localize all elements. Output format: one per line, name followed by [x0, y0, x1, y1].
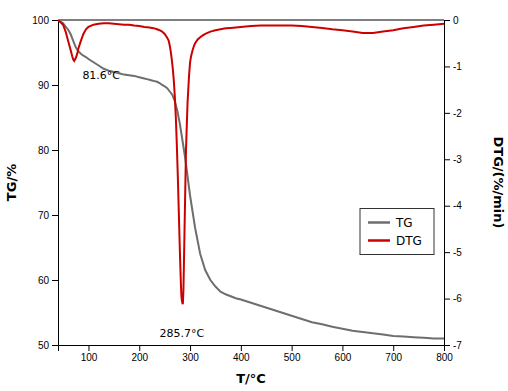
y2-axis: 0 -1 -2 -3 -4 -5 -6 -7	[444, 15, 462, 351]
tick: 60	[38, 275, 58, 286]
tick-mark	[52, 345, 58, 346]
tick: 0	[444, 15, 459, 26]
tick-mark	[444, 252, 450, 253]
tick-label: 70	[38, 210, 50, 221]
tick-mark	[292, 345, 293, 351]
tick-mark	[52, 20, 58, 21]
tick-mark	[342, 345, 343, 351]
tick-label: 700	[385, 352, 402, 363]
axis-line	[445, 21, 451, 346]
tick-label: 60	[38, 275, 50, 286]
tick-mark	[52, 85, 58, 86]
tick: -6	[444, 293, 462, 304]
legend-swatch	[368, 239, 390, 242]
chart: 100 200 300 400 500 600 700 800 50 60 70 80 90 100 0 -1…	[0, 0, 508, 391]
legend-entry: DTG	[396, 234, 422, 248]
tick-label: 90	[38, 80, 50, 91]
tick: 400	[233, 345, 250, 363]
tick-label: 600	[335, 352, 352, 363]
tick: 100	[81, 345, 98, 363]
tick: 800	[436, 345, 453, 363]
tick: 100	[32, 15, 58, 26]
lines	[58, 20, 444, 339]
tick: 300	[182, 345, 199, 363]
x-axis: 100 200 300 400 500 600 700 800	[59, 345, 454, 363]
tick-mark	[444, 206, 450, 207]
tick: -4	[444, 200, 462, 211]
tick-label: -3	[453, 154, 462, 165]
y-axis-title: TG/%	[4, 164, 19, 201]
tick: -1	[444, 61, 462, 72]
tick-mark	[444, 159, 450, 160]
tick: 200	[131, 345, 148, 363]
tick-label: -6	[453, 293, 462, 304]
tick-mark	[444, 299, 450, 300]
tick-mark	[444, 20, 450, 21]
tick-label: 200	[131, 352, 148, 363]
tick-mark	[52, 150, 58, 151]
tick-label: 0	[453, 15, 459, 26]
tick-mark	[88, 345, 89, 351]
tick-mark	[52, 215, 58, 216]
tick: 90	[38, 80, 58, 91]
line-0	[58, 20, 444, 339]
tick-label: -7	[453, 340, 462, 351]
tick: -2	[444, 108, 462, 119]
tick-label: 800	[436, 352, 453, 363]
annotation: 285.7°C	[160, 327, 205, 340]
tick: -3	[444, 154, 462, 165]
tick: 500	[284, 345, 301, 363]
tick: -7	[444, 340, 462, 351]
tick-label: 500	[284, 352, 301, 363]
tick-label: 100	[81, 352, 98, 363]
axis-line	[59, 346, 445, 352]
tick-mark	[139, 345, 140, 351]
tick-label: -5	[453, 247, 462, 258]
y2-axis-title: DTG/(%/min)	[491, 137, 506, 229]
tick: 80	[38, 145, 58, 156]
axis-line	[52, 21, 59, 346]
tick-mark	[393, 345, 394, 351]
tick-mark	[444, 66, 450, 67]
legend-swatch	[368, 221, 390, 224]
legend-entry: TG	[395, 216, 413, 230]
tick: 70	[38, 210, 58, 221]
tick-label: 80	[38, 145, 50, 156]
x-axis-title: T/°C	[236, 371, 266, 386]
legend: TG DTG	[360, 209, 434, 255]
tick-label: -2	[453, 108, 462, 119]
tick-label: 100	[32, 15, 49, 26]
plot: 100 200 300 400 500 600 700 800 50 60 70 80 90 100 0 -1…	[32, 15, 462, 363]
tick: 50	[38, 340, 58, 351]
tick-mark	[444, 345, 450, 346]
tick-label: 300	[182, 352, 199, 363]
tick-mark	[241, 345, 242, 351]
annotations: 81.6°C 285.7°C	[82, 69, 204, 341]
y-axis: 50 60 70 80 90 100	[32, 15, 58, 351]
tick-mark	[52, 280, 58, 281]
frame	[58, 20, 444, 21]
legend-frame	[360, 209, 434, 255]
tick: 600	[335, 345, 352, 363]
tick-label: -4	[453, 200, 462, 211]
line-1	[58, 20, 444, 304]
annotation: 81.6°C	[82, 69, 120, 82]
tick-label: 50	[38, 340, 50, 351]
tick-mark	[444, 113, 450, 114]
tick: -5	[444, 247, 462, 258]
tick-label: 400	[233, 352, 250, 363]
tick: 700	[385, 345, 402, 363]
tick-mark	[190, 345, 191, 351]
tick-label: -1	[453, 61, 462, 72]
